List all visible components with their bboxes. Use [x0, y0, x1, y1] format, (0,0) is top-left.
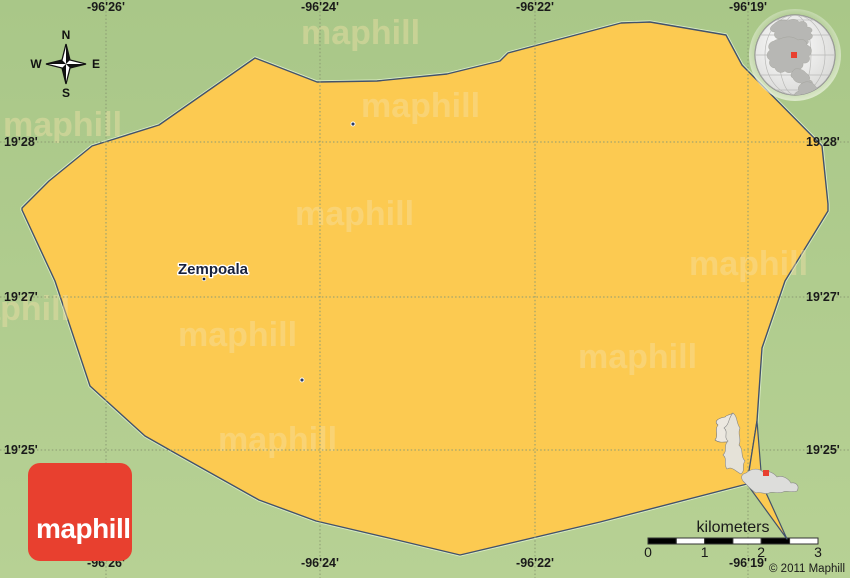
svg-text:2: 2 [757, 544, 765, 560]
svg-text:-96'26': -96'26' [87, 0, 125, 14]
svg-text:maphill: maphill [578, 338, 697, 376]
svg-text:maphill: maphill [361, 87, 480, 125]
svg-text:S: S [62, 86, 70, 100]
svg-text:19'27': 19'27' [4, 290, 38, 304]
svg-text:-96'22': -96'22' [516, 0, 554, 14]
svg-text:maphill: maphill [36, 513, 131, 544]
svg-text:-96'22': -96'22' [516, 556, 554, 570]
svg-text:19'27': 19'27' [806, 290, 840, 304]
svg-text:-96'24': -96'24' [301, 556, 339, 570]
svg-text:maphill: maphill [301, 14, 420, 52]
svg-text:-96'19': -96'19' [729, 0, 767, 14]
svg-text:kilometers: kilometers [697, 519, 770, 536]
svg-text:0: 0 [644, 544, 652, 560]
svg-text:E: E [92, 57, 100, 71]
svg-text:maphill: maphill [689, 245, 808, 283]
svg-text:W: W [30, 57, 42, 71]
svg-text:© 2011 Maphill: © 2011 Maphill [769, 563, 845, 575]
svg-text:3: 3 [814, 544, 822, 560]
svg-text:19'28': 19'28' [806, 135, 840, 149]
svg-text:19'28': 19'28' [4, 135, 38, 149]
svg-text:-96'24': -96'24' [301, 0, 339, 14]
svg-text:Zempoala: Zempoala [178, 261, 249, 278]
svg-text:19'25': 19'25' [4, 443, 38, 457]
svg-text:19'25': 19'25' [806, 443, 840, 457]
svg-text:maphill: maphill [178, 316, 297, 354]
svg-text:N: N [62, 28, 71, 42]
svg-text:maphill: maphill [218, 421, 337, 459]
svg-text:1: 1 [701, 544, 709, 560]
svg-text:maphill: maphill [295, 195, 414, 233]
